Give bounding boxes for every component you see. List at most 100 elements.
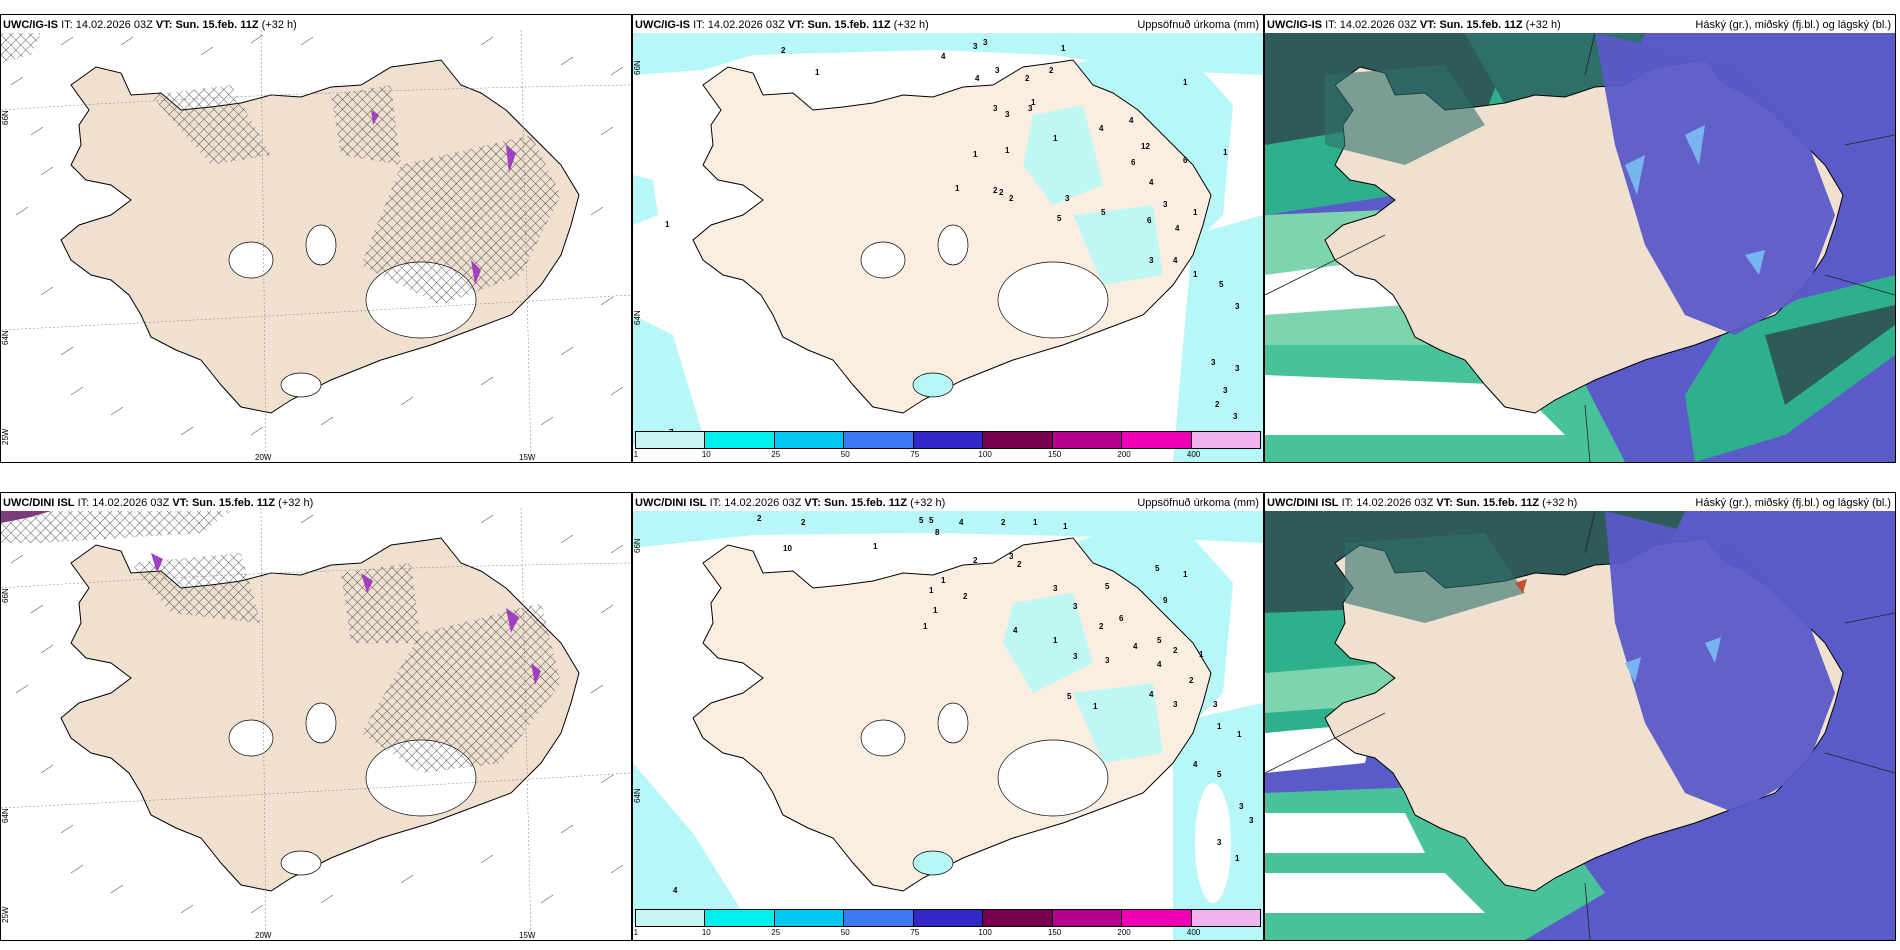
colorbar-tick: 400 bbox=[1186, 928, 1201, 937]
precip-value-label: 3 bbox=[1249, 816, 1254, 825]
colorbar-swatch bbox=[1122, 910, 1192, 926]
colorbar-swatch bbox=[636, 432, 706, 448]
lat-label-66: 66N bbox=[1, 110, 10, 125]
cloud-map bbox=[1265, 32, 1895, 462]
colorbar-swatch bbox=[983, 432, 1053, 448]
precip-value-label: 12 bbox=[1141, 142, 1150, 151]
precip-map: 2 2 5 5 4 2 1 1 10 1 8 2 1 2 3 1 1 2 1 4… bbox=[633, 511, 1263, 940]
lat-label-64: 64N bbox=[633, 788, 642, 803]
colorbar-swatch bbox=[705, 432, 775, 448]
precip-value-label: 3 bbox=[1173, 700, 1178, 709]
lat-label-66: 66N bbox=[633, 538, 642, 553]
precip-value-label: 3 bbox=[1073, 652, 1078, 661]
precip-value-label: 1 bbox=[955, 184, 960, 193]
precip-value-label: 4 bbox=[1149, 690, 1154, 699]
precip-value-label: 8 bbox=[935, 528, 940, 537]
precip-value-label: 1 bbox=[1237, 730, 1242, 739]
precip-value-label: 3 bbox=[1233, 412, 1238, 421]
colorbar-tick: 1 bbox=[633, 928, 639, 937]
precip-value-label: 3 bbox=[1239, 802, 1244, 811]
precip-value-label: 5 bbox=[1067, 692, 1072, 701]
colorbar-tick: 75 bbox=[910, 450, 920, 459]
cloud-title: Háský (gr.), miðský (fj.bl.) og lágský (… bbox=[1695, 19, 1891, 31]
precip-value-label: 4 bbox=[1173, 256, 1178, 265]
precip-value-label: 1 bbox=[1053, 636, 1058, 645]
colorbar-swatch bbox=[844, 910, 914, 926]
precip-value-label: 10 bbox=[783, 544, 792, 553]
precip-value-label: 1 bbox=[1193, 208, 1198, 217]
precip-value-label: 3 bbox=[1009, 552, 1014, 561]
precip-value-label: 1 bbox=[1223, 148, 1228, 157]
precip-value-label: 1 bbox=[815, 68, 820, 77]
precip-value-label: 4 bbox=[1099, 124, 1104, 133]
lat-label-64: 64N bbox=[1, 808, 10, 823]
lat-label-64: 64N bbox=[1, 330, 10, 345]
precip-value-label: 1 bbox=[929, 586, 934, 595]
precip-value-label: 6 bbox=[1183, 156, 1188, 165]
precip-value-label: 2 bbox=[1025, 74, 1030, 83]
precip-value-label: 4 bbox=[1013, 626, 1018, 635]
colorbar-swatch bbox=[913, 910, 984, 926]
precip-value-label: 2 bbox=[757, 514, 762, 523]
panel-wind-ig-is: UWC/IG-IS IT: 14.02.2026 03Z VT: Sun. 15… bbox=[0, 14, 632, 463]
precip-value-label: 1 bbox=[1217, 722, 1222, 731]
colorbar-swatch bbox=[1191, 910, 1260, 926]
precip-value-label: 3 bbox=[1149, 256, 1154, 265]
colorbar-swatch bbox=[1052, 910, 1123, 926]
precip-value-label: 4 bbox=[1175, 224, 1180, 233]
precip-value-label: 3 bbox=[1105, 656, 1110, 665]
precip-title: Uppsöfnuð úrkoma (mm) bbox=[1137, 19, 1259, 31]
precip-value-label: 5 bbox=[1101, 208, 1106, 217]
lon-label-25w: 25W bbox=[1, 906, 10, 923]
colorbar-tick: 50 bbox=[840, 450, 850, 459]
panel-cloud-dini: UWC/DINI ISL IT: 14.02.2026 03Z VT: Sun.… bbox=[1264, 492, 1896, 941]
precip-value-label: 5 bbox=[929, 516, 934, 525]
precip-value-label: 3 bbox=[1073, 602, 1078, 611]
colorbar-ticks: 1 10 25 50 75 100 150 200 400 bbox=[633, 450, 1261, 461]
colorbar-swatch bbox=[636, 910, 706, 926]
cloud-map bbox=[1265, 510, 1895, 940]
precip-value-label: 5 bbox=[1105, 582, 1110, 591]
precip-title: Uppsöfnuð úrkoma (mm) bbox=[1137, 497, 1259, 509]
colorbar-swatch bbox=[774, 432, 845, 448]
precip-value-label: 2 bbox=[1215, 400, 1220, 409]
panel-header: UWC/DINI ISL IT: 14.02.2026 03Z VT: Sun.… bbox=[1267, 497, 1578, 509]
wind-map bbox=[1, 29, 631, 462]
lon-label-20w: 20W bbox=[255, 931, 272, 940]
precip-value-label: 1 bbox=[1183, 78, 1188, 87]
colorbar-tick: 10 bbox=[701, 928, 711, 937]
precip-value-label: 3 bbox=[1028, 104, 1033, 113]
panel-header: UWC/DINI ISL IT: 14.02.2026 03Z VT: Sun.… bbox=[635, 497, 946, 509]
panel-precip-ig-is: UWC/IG-IS IT: 14.02.2026 03Z VT: Sun. 15… bbox=[632, 14, 1264, 463]
colorbar-swatch bbox=[1191, 432, 1260, 448]
precip-value-label: 3 bbox=[1213, 700, 1218, 709]
colorbar-tick: 1 bbox=[633, 450, 639, 459]
precip-value-label: 1 bbox=[941, 576, 946, 585]
panel-header: UWC/IG-IS IT: 14.02.2026 03Z VT: Sun. 15… bbox=[635, 19, 929, 31]
precip-value-label: 5 bbox=[1219, 280, 1224, 289]
lon-label-20w: 20W bbox=[255, 453, 272, 462]
precip-value-label: 1 bbox=[1033, 518, 1038, 527]
precip-value-label: 3 bbox=[993, 104, 998, 113]
precip-value-label: 2 bbox=[1009, 194, 1014, 203]
precip-value-label: 5 bbox=[919, 516, 924, 525]
colorbar-tick: 25 bbox=[771, 450, 781, 459]
precip-value-label: 1 bbox=[1199, 650, 1204, 659]
precip-value-label: 2 bbox=[963, 592, 968, 601]
precip-value-label: 3 bbox=[1235, 302, 1240, 311]
precip-value-label: 4 bbox=[1193, 760, 1198, 769]
precip-value-label: 4 bbox=[975, 74, 980, 83]
precip-value-label: 2 bbox=[1001, 518, 1006, 527]
colorbar-tick: 25 bbox=[771, 928, 781, 937]
precip-value-label: 3 bbox=[1065, 194, 1070, 203]
panel-header: UWC/IG-IS IT: 14.02.2026 03Z VT: Sun. 15… bbox=[3, 19, 297, 31]
precip-value-label: 4 bbox=[673, 886, 678, 895]
precip-value-label: 1 bbox=[1063, 522, 1068, 531]
colorbar-tick: 200 bbox=[1117, 450, 1131, 459]
precip-value-label: 1 bbox=[1193, 270, 1198, 279]
precip-value-label: 4 bbox=[941, 52, 946, 61]
colorbar-swatch bbox=[705, 910, 775, 926]
precip-value-label: 4 bbox=[1149, 178, 1154, 187]
precip-value-label: 4 bbox=[1133, 642, 1138, 651]
precip-value-label: 1 bbox=[973, 150, 978, 159]
